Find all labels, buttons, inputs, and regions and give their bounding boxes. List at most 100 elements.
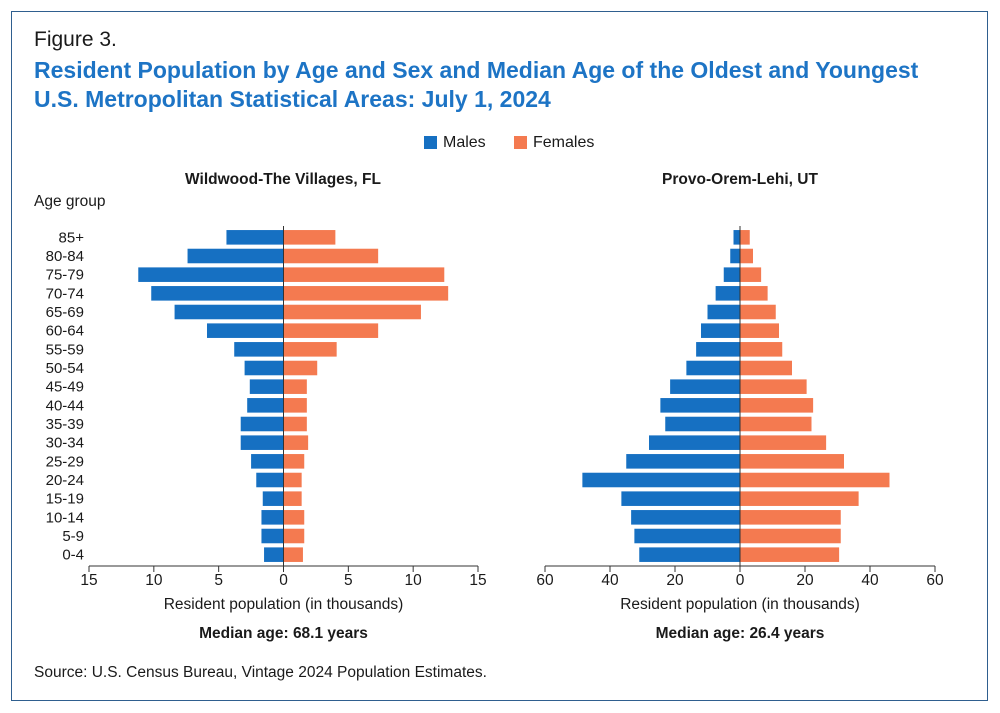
- legend-males-swatch: [424, 136, 437, 149]
- age-group-label: 60-64: [46, 323, 84, 340]
- age-group-label: 25-29: [46, 453, 84, 470]
- bar-males: [670, 379, 740, 394]
- bar-males: [174, 304, 284, 320]
- bar-females: [283, 416, 307, 432]
- bar-females: [740, 454, 844, 469]
- age-group-label: 10-14: [46, 509, 84, 526]
- bar-males: [187, 248, 284, 264]
- age-group-label: 15-19: [46, 491, 84, 508]
- x-tick-label: 5: [344, 572, 353, 589]
- bar-females: [740, 472, 890, 488]
- bar-females: [283, 510, 305, 525]
- bar-males: [621, 491, 740, 506]
- panel-title: Wildwood-The Villages, FL: [185, 171, 381, 188]
- bar-males: [240, 435, 284, 450]
- bar-females: [283, 398, 307, 413]
- x-tick-label: 15: [469, 572, 486, 589]
- figure-frame: [11, 11, 988, 701]
- bar-females: [740, 342, 783, 357]
- x-tick-label: 10: [405, 572, 423, 589]
- age-group-label: 70-74: [46, 285, 84, 302]
- legend: Males Females: [0, 133, 1000, 153]
- age-group-label: 80-84: [46, 248, 84, 265]
- age-group-label: 75-79: [46, 267, 84, 284]
- bar-females: [740, 248, 753, 264]
- figure-title: Resident Population by Age and Sex and M…: [34, 57, 919, 112]
- bar-males: [626, 454, 740, 469]
- bar-males: [244, 360, 284, 376]
- age-group-label: 35-39: [46, 416, 84, 433]
- bar-males: [226, 230, 284, 245]
- x-tick-label: 60: [536, 572, 554, 589]
- x-axis-label: Resident population (in thousands): [164, 596, 404, 613]
- age-group-label: 0-4: [62, 547, 84, 564]
- bar-females: [283, 286, 449, 301]
- x-tick-label: 20: [666, 572, 684, 589]
- bar-males: [733, 230, 740, 245]
- bar-males: [639, 547, 740, 562]
- bar-females: [740, 510, 841, 525]
- bar-females: [283, 454, 305, 469]
- bar-males: [138, 267, 284, 282]
- bar-males: [256, 472, 284, 488]
- age-group-label: 55-59: [46, 341, 84, 358]
- legend-females-swatch: [514, 136, 527, 149]
- legend-females-label: Females: [533, 134, 595, 151]
- bar-females: [283, 491, 302, 506]
- bar-males: [715, 286, 740, 301]
- bar-males: [730, 248, 740, 264]
- age-group-label: 45-49: [46, 379, 84, 396]
- bar-males: [631, 510, 740, 525]
- bar-males: [696, 342, 740, 357]
- source-note: Source: U.S. Census Bureau, Vintage 2024…: [34, 664, 487, 681]
- bar-females: [283, 379, 307, 394]
- bar-males: [649, 435, 740, 450]
- bar-females: [283, 304, 421, 320]
- x-axis-label: Resident population (in thousands): [620, 596, 860, 613]
- bar-females: [283, 528, 305, 544]
- bar-females: [740, 304, 776, 320]
- bar-males: [707, 304, 740, 320]
- age-group-label: 65-69: [46, 304, 84, 321]
- legend-males-label: Males: [443, 134, 486, 151]
- bar-males: [634, 528, 740, 544]
- bar-females: [283, 267, 445, 282]
- age-group-label: 30-34: [46, 435, 84, 452]
- y-axis-label: Age group: [34, 193, 106, 210]
- bar-males: [240, 416, 284, 432]
- bar-males: [261, 510, 284, 525]
- bar-males: [723, 267, 740, 282]
- bar-males: [701, 323, 740, 338]
- bar-females: [283, 547, 303, 562]
- x-tick-label: 5: [214, 572, 223, 589]
- x-tick-label: 0: [736, 572, 745, 589]
- x-tick-label: 60: [926, 572, 944, 589]
- bar-females: [740, 267, 762, 282]
- x-tick-label: 40: [861, 572, 879, 589]
- bar-females: [283, 323, 379, 338]
- age-group-label: 20-24: [46, 472, 84, 489]
- age-group-label: 40-44: [46, 397, 84, 414]
- bar-females: [283, 342, 337, 357]
- age-group-label: 50-54: [46, 360, 84, 377]
- median-age-label: Median age: 68.1 years: [199, 625, 368, 642]
- x-tick-label: 0: [279, 572, 288, 589]
- bar-females: [740, 360, 792, 376]
- bar-males: [264, 547, 284, 562]
- bar-females: [740, 416, 812, 432]
- bar-females: [740, 435, 827, 450]
- bar-males: [262, 491, 284, 506]
- bar-females: [740, 528, 841, 544]
- bar-males: [151, 286, 284, 301]
- bar-females: [740, 286, 768, 301]
- bar-males: [247, 398, 284, 413]
- bar-females: [283, 472, 302, 488]
- bar-males: [665, 416, 740, 432]
- bar-males: [206, 323, 284, 338]
- x-tick-label: 40: [601, 572, 619, 589]
- bar-males: [249, 379, 284, 394]
- bar-females: [283, 248, 379, 264]
- age-group-label: 5-9: [62, 528, 84, 545]
- bar-females: [283, 435, 309, 450]
